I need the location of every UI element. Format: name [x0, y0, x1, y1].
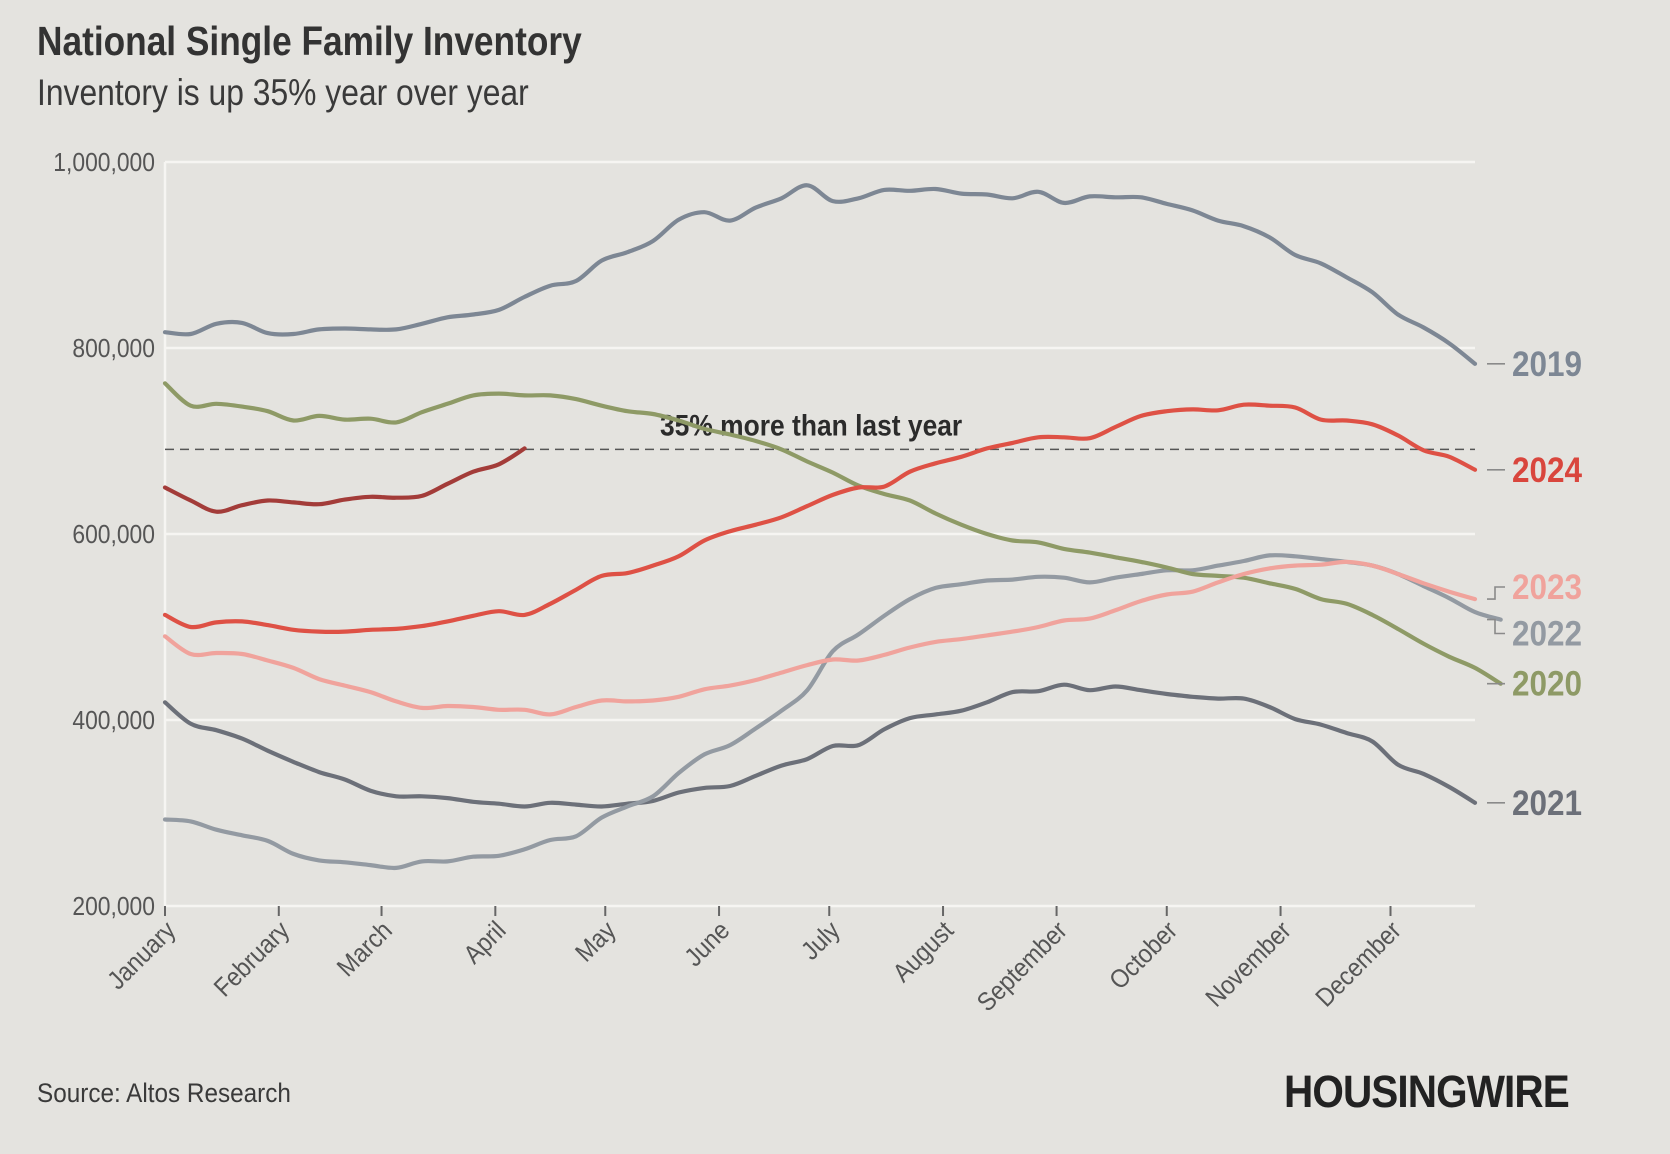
x-tick-label: November [1201, 916, 1297, 1012]
series-label-2023: 2023 [1512, 569, 1582, 608]
y-tick-label: 200,000 [72, 893, 155, 922]
line-chart: 200,000 400,000 600,000 800,000 1,000,000 Jan… [53, 149, 1583, 1018]
series-line-2022 [162, 559, 1478, 717]
x-tick-label: September [972, 916, 1073, 1017]
x-tick-label: October [1104, 916, 1183, 995]
series-lines [162, 183, 1503, 871]
brand-logo: HOUSINGWIRE [1284, 1066, 1570, 1117]
x-tick-label: March [332, 916, 398, 982]
chart-subtitle: Inventory is up 35% year over year [37, 72, 529, 113]
chart-title: National Single Family Inventory [37, 18, 582, 64]
y-tick-label: 800,000 [72, 335, 155, 364]
series-label-2020: 2020 [1512, 665, 1582, 704]
series-label-2024: 2024 [1512, 451, 1583, 490]
label-connector [1487, 586, 1505, 600]
x-tick-label: June [680, 916, 736, 972]
y-tick-label: 1,000,000 [53, 149, 155, 178]
axes: 200,000 400,000 600,000 800,000 1,000,000 Jan… [53, 149, 1407, 1018]
label-connector [1487, 618, 1505, 635]
series-line-2020 [162, 381, 1503, 686]
series-label-2021: 2021 [1512, 784, 1582, 823]
x-tick-label: April [459, 916, 512, 969]
reference-line-annotation: 35% more than last year [660, 408, 962, 442]
x-tick-label: August [888, 916, 960, 988]
gridlines [165, 160, 1475, 908]
series-line-2019 [162, 183, 1478, 366]
source-note: Source: Altos Research [37, 1078, 291, 1108]
x-tick-label: December [1311, 916, 1407, 1012]
x-tick-label: February [209, 916, 296, 1003]
x-tick-label: May [570, 916, 622, 968]
y-tick-label: 600,000 [72, 521, 155, 550]
series-line-2021 [162, 682, 1478, 809]
x-tick-label: January [103, 916, 182, 995]
series-line [162, 553, 1503, 871]
series-label-2022: 2022 [1512, 615, 1582, 654]
x-tick-label: July [796, 916, 846, 966]
series-label-2019: 2019 [1512, 345, 1582, 384]
direct-labels: 2019 2024 2023 2022 2020 2021 [1487, 345, 1583, 823]
series-line-2024 [162, 446, 527, 514]
y-tick-label: 400,000 [72, 707, 155, 736]
series-line-2023 [162, 402, 1478, 634]
reference-line-group: 35% more than last year [165, 408, 1475, 451]
